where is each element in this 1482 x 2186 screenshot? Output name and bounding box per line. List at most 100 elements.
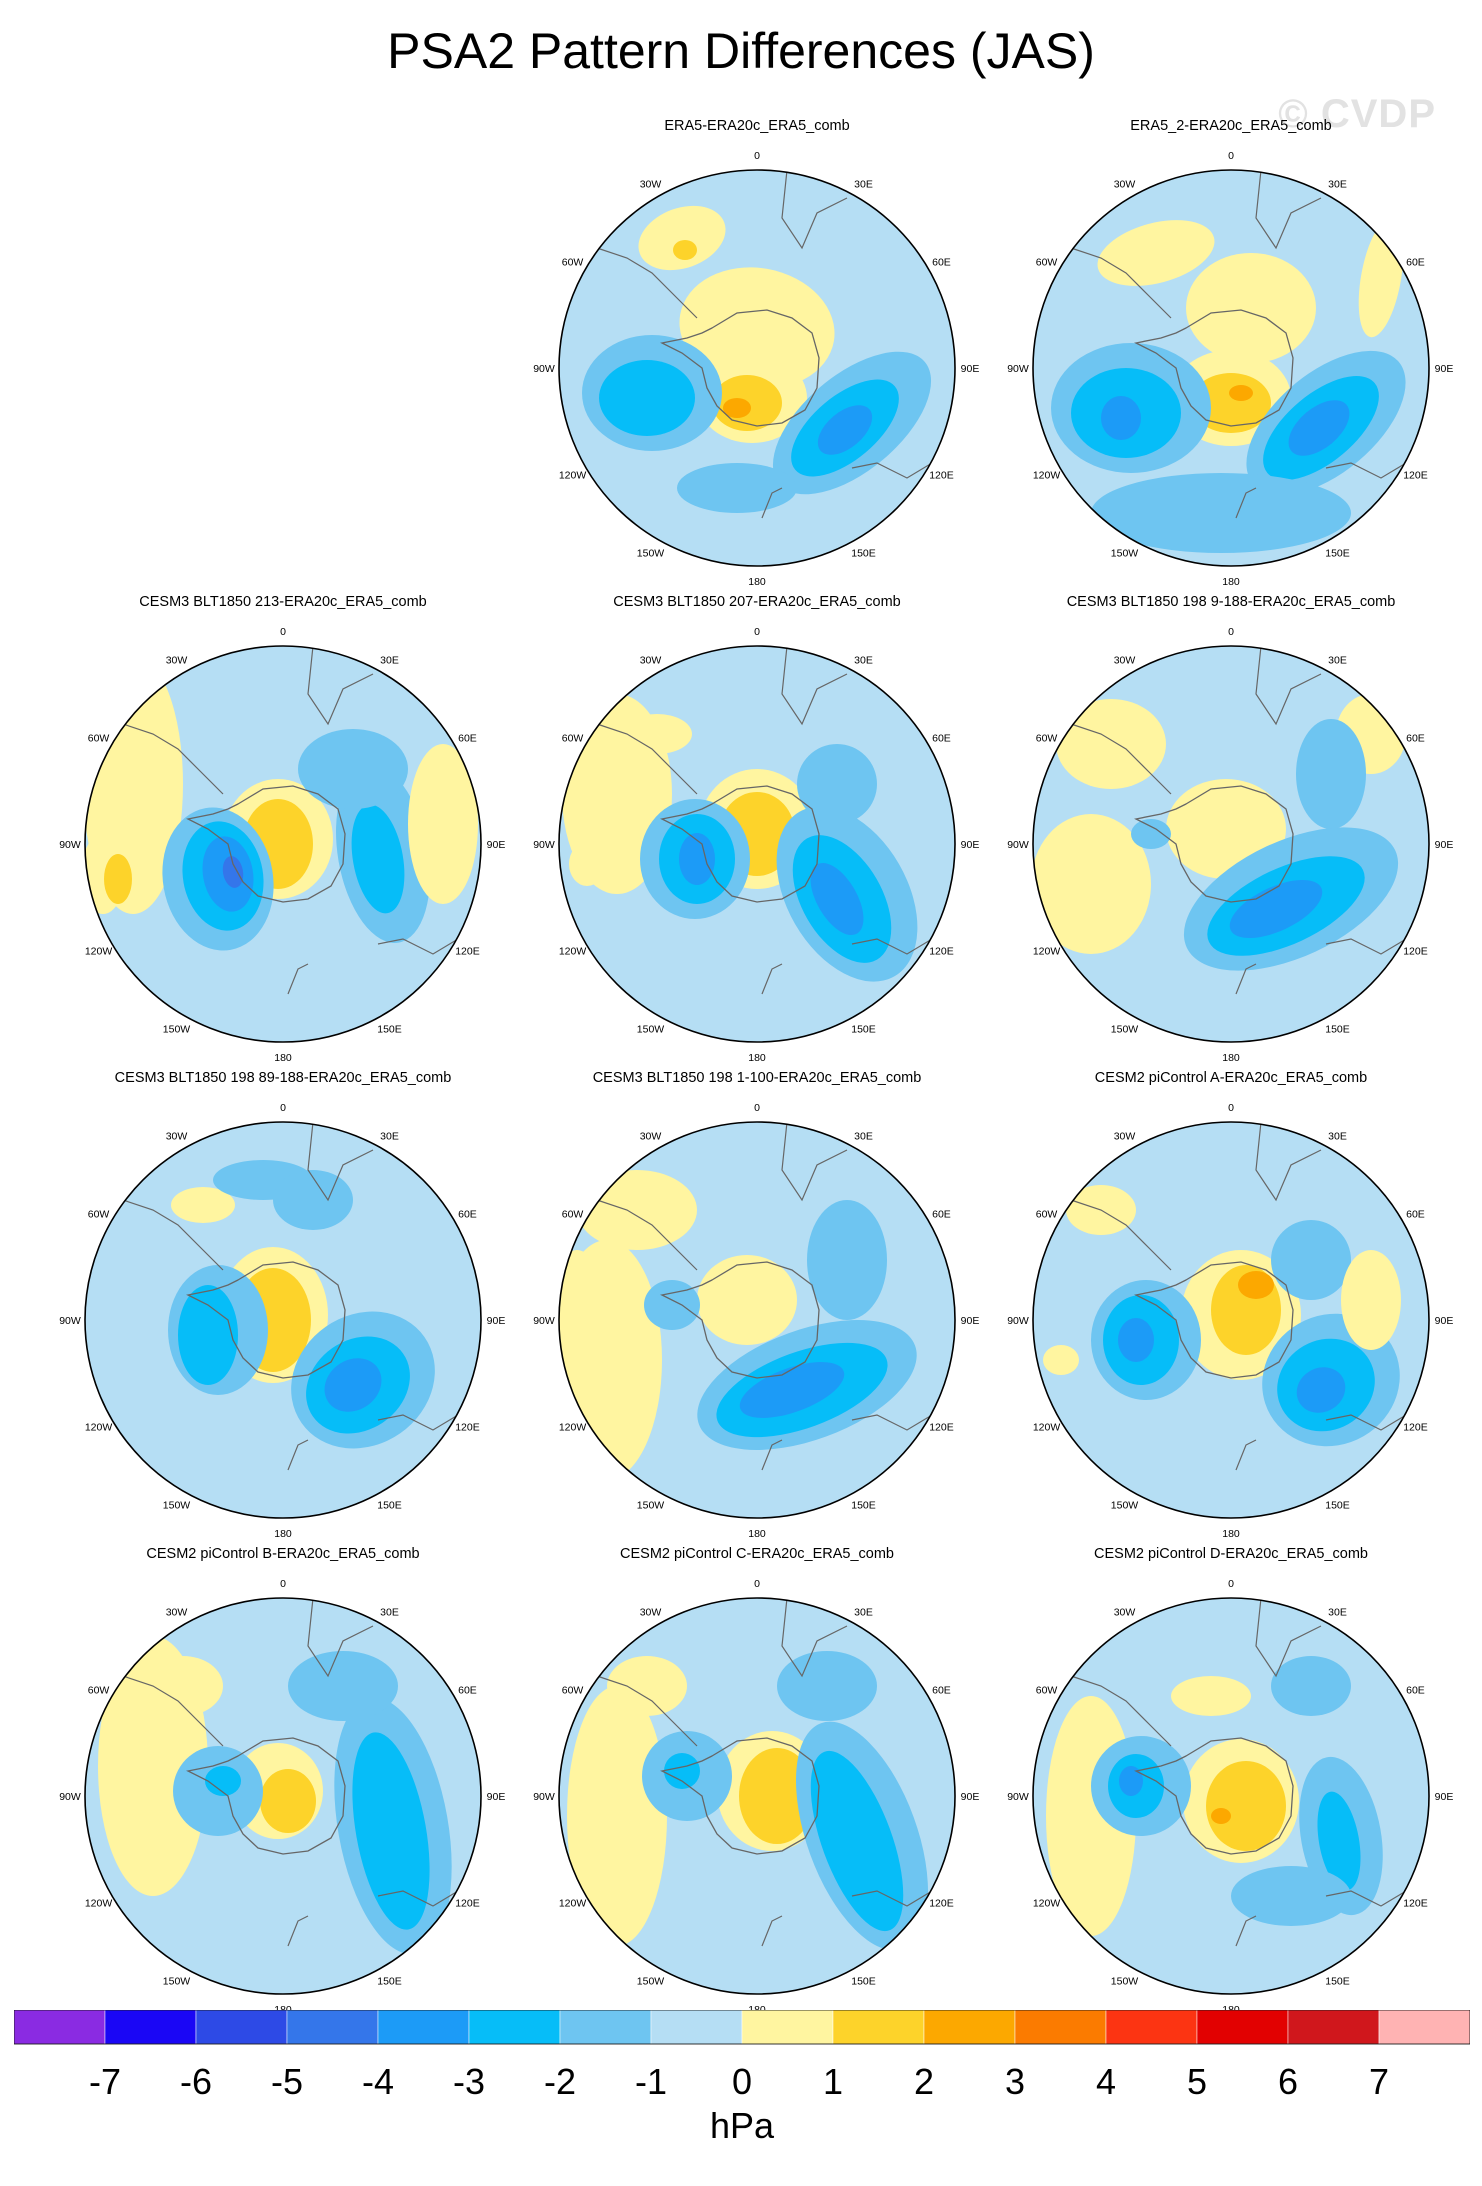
contour-region xyxy=(104,854,132,904)
antarctica-coastline xyxy=(186,785,346,903)
colorbar-tick-label: -6 xyxy=(180,2061,212,2102)
longitude-tick-label: 120W xyxy=(85,1898,113,1910)
map-border xyxy=(558,1597,956,1995)
contour-region xyxy=(1288,400,1350,456)
contour-region xyxy=(677,463,797,513)
longitude-tick-label: 0 xyxy=(1228,150,1234,162)
polar-map: 0 30E 60E 90E 120E 150E 180 150W 120W 90W 60W 30W xyxy=(533,1578,980,2014)
longitude-tick-label: 90W xyxy=(533,1315,555,1327)
longitude-tick-label: 60E xyxy=(1406,257,1425,269)
longitude-tick-label: 30E xyxy=(380,655,399,667)
field-layer xyxy=(1033,1598,1429,1994)
colorbar-swatch xyxy=(468,2010,561,2045)
polar-map: 0 30E 60E 90E 120E 150E 180 150W 120W 90W 60W 30W xyxy=(533,150,979,586)
contour-region xyxy=(351,804,405,914)
australia-coastline xyxy=(851,1414,933,1431)
contour-region xyxy=(810,862,864,936)
longitude-tick-label: 150E xyxy=(1325,1499,1350,1511)
contour-region xyxy=(622,714,692,754)
south-america-coastline xyxy=(596,1675,698,1747)
contour-region xyxy=(599,360,695,436)
contour-region xyxy=(679,833,715,885)
longitude-tick-label: 60E xyxy=(932,1685,951,1697)
longitude-tick-label: 30E xyxy=(854,1131,873,1143)
antarctica-coastline xyxy=(1134,785,1294,903)
longitude-tick-label: 90E xyxy=(487,1791,506,1803)
longitude-tick-label: 30W xyxy=(640,655,662,667)
map-border xyxy=(1032,1121,1430,1519)
longitude-tick-label: 150E xyxy=(851,1975,876,1987)
new-zealand-coastline xyxy=(1235,1915,1257,1947)
longitude-tick-label: 60W xyxy=(562,1209,584,1221)
longitude-tick-label: 60W xyxy=(88,733,110,745)
contour-region xyxy=(577,1170,697,1250)
longitude-tick-label: 30E xyxy=(1328,1607,1347,1619)
polar-map: 0 30E 60E 90E 120E 150E 180 150W 120W 90W 60W 30W xyxy=(1007,626,1453,1062)
africa-coastline xyxy=(781,1598,848,1678)
longitude-tick-label: 120W xyxy=(559,1898,587,1910)
longitude-tick-label: 30E xyxy=(1328,655,1347,667)
longitude-tick-label: 120E xyxy=(1403,1898,1428,1910)
colorbar-swatch xyxy=(1014,2010,1107,2045)
longitude-tick-label: 150W xyxy=(163,1975,191,1987)
longitude-tick-label: 120W xyxy=(85,1422,113,1434)
new-zealand-coastline xyxy=(287,1915,309,1947)
longitude-tick-label: 180 xyxy=(748,2004,766,2014)
contour-region xyxy=(298,729,408,809)
contour-region xyxy=(1171,1676,1251,1716)
colorbar-swatch xyxy=(559,2010,652,2045)
longitude-tick-label: 90E xyxy=(1435,1791,1454,1803)
longitude-tick-label: 90E xyxy=(961,1791,980,1803)
longitude-tick-label: 30W xyxy=(640,1607,662,1619)
longitude-tick-label: 120W xyxy=(559,470,587,482)
map-panel-p6: CESM3 BLT1850 198 89-188-ERA20c_ERA5_com… xyxy=(48,1070,518,1538)
longitude-tick-label: 30W xyxy=(640,179,662,191)
longitude-tick-label: 150E xyxy=(851,547,876,559)
south-america-coastline xyxy=(122,1675,224,1747)
longitude-tick-label: 0 xyxy=(280,1578,286,1590)
australia-coastline xyxy=(851,938,933,955)
longitude-tick-label: 60E xyxy=(458,1209,477,1221)
longitude-tick-label: 30E xyxy=(1328,1131,1347,1143)
contour-region xyxy=(1317,1791,1361,1891)
longitude-tick-label: 60W xyxy=(1036,733,1058,745)
map-panel-p10: CESM2 piControl C-ERA20c_ERA5_comb 0 30E 60… xyxy=(522,1546,992,2014)
polar-map: 0 30E 60E 90E 120E 150E 180 150W 120W 90W 60W 30W xyxy=(1007,1578,1454,2014)
map-border xyxy=(558,169,956,567)
longitude-tick-label: 150W xyxy=(163,1499,191,1511)
colorbar-tick-label: -3 xyxy=(453,2061,485,2102)
longitude-tick-label: 90E xyxy=(1435,1315,1454,1327)
colorbar-units-label: hPa xyxy=(710,2105,775,2146)
contour-region xyxy=(1231,1866,1351,1926)
contour-region xyxy=(178,1285,238,1385)
colorbar-tick-label: -1 xyxy=(635,2061,667,2102)
longitude-tick-label: 0 xyxy=(280,626,286,638)
longitude-tick-label: 90W xyxy=(1007,363,1029,375)
longitude-tick-label: 180 xyxy=(1222,1052,1240,1062)
longitude-tick-label: 30W xyxy=(1114,1607,1136,1619)
africa-coastline xyxy=(781,646,848,726)
longitude-tick-label: 150E xyxy=(377,1499,402,1511)
australia-coastline xyxy=(851,462,933,479)
longitude-tick-label: 120E xyxy=(1403,946,1428,958)
contour-region xyxy=(1118,1318,1154,1362)
colorbar-swatch xyxy=(1196,2010,1289,2045)
panel-title: ERA5_2-ERA20c_ERA5_comb xyxy=(1130,118,1332,134)
antarctica-coastline xyxy=(660,1737,820,1855)
contour-region xyxy=(569,842,605,886)
longitude-tick-label: 150W xyxy=(1111,1023,1139,1035)
longitude-tick-label: 120E xyxy=(455,1898,480,1910)
contour-region xyxy=(607,1656,687,1716)
map-border xyxy=(1032,169,1430,567)
longitude-tick-label: 30W xyxy=(1114,655,1136,667)
australia-coastline xyxy=(851,1890,933,1907)
south-america-coastline xyxy=(1070,723,1172,795)
panel-title: CESM3 BLT1850 198 1-100-ERA20c_ERA5_comb xyxy=(592,1070,922,1086)
longitude-tick-label: 150W xyxy=(1111,1975,1139,1987)
colorbar-swatch xyxy=(1378,2010,1470,2045)
colorbar-swatch xyxy=(104,2010,197,2045)
map-border xyxy=(1032,1597,1430,1995)
longitude-tick-label: 90W xyxy=(533,363,555,375)
longitude-tick-label: 180 xyxy=(274,1052,292,1062)
colorbar-swatch xyxy=(1287,2010,1380,2045)
